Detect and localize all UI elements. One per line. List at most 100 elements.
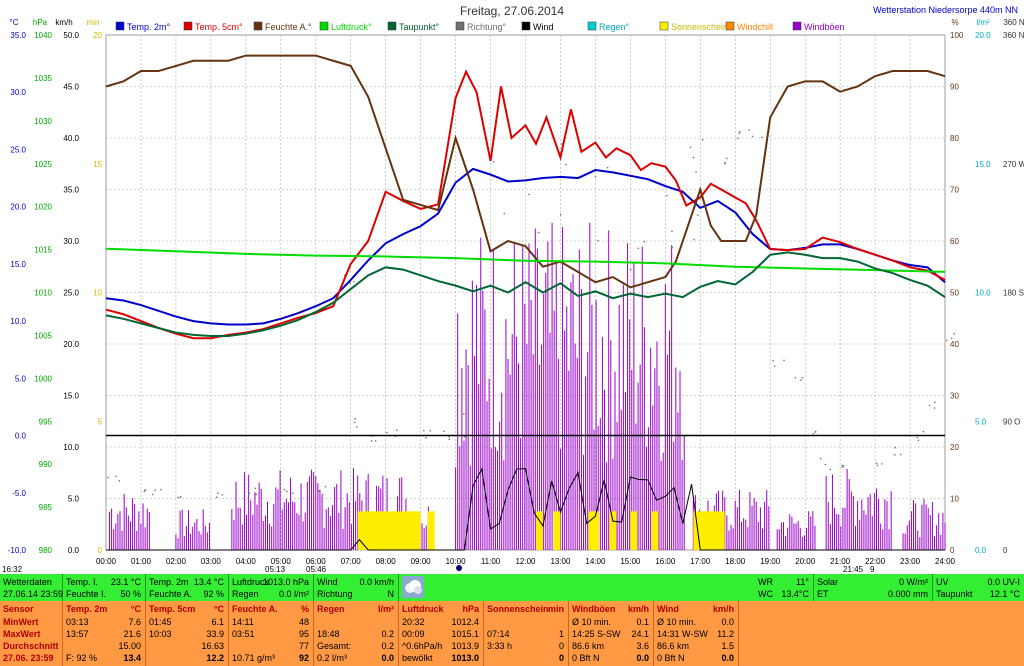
direction-dot [748, 129, 751, 131]
direction-dot [463, 413, 465, 415]
direction-dot [283, 488, 286, 491]
sunshine-bar [630, 511, 638, 550]
y-tick-label: 100 [950, 31, 964, 40]
direction-dot [396, 429, 398, 432]
sunshine-bar [609, 511, 617, 550]
chart-title: Freitag, 27.06.2014 [460, 4, 564, 18]
live-wind-cell: Wind 0.0 km/h Richtung N [314, 574, 399, 601]
live-label: ET [817, 589, 829, 599]
stats-cell-label: 14:11 [232, 617, 254, 627]
y-tick-label: 980 [39, 546, 53, 555]
x-tick-label: 03:00 [201, 557, 222, 566]
stats-cell-value: 95 [298, 629, 309, 639]
y-tick-label: 1015 [34, 246, 52, 255]
y-tick-label: 360 N [1003, 31, 1024, 40]
y-tick-label: 1020 [34, 203, 52, 212]
direction-dot [922, 430, 925, 433]
direction-dot [353, 280, 355, 283]
direction-dot [353, 421, 356, 424]
direction-dot [693, 238, 695, 241]
x-tick-label: 23:00 [900, 557, 921, 566]
direction-dot [928, 404, 931, 407]
stats-cell-label: 13:57 [66, 629, 89, 639]
y-tick-label: 1025 [34, 160, 52, 169]
live-label: WC [758, 589, 773, 599]
legend-entry: Temp. 2m° [127, 22, 171, 32]
direction-dot [423, 429, 425, 432]
direction-dot [794, 376, 797, 379]
y-tick-label: 90 O [1003, 417, 1020, 426]
stats-column-header: Temp. 2m [66, 604, 108, 614]
direction-dot [689, 146, 692, 149]
y-tick-label: 10 [93, 289, 102, 298]
direction-dot [814, 430, 817, 433]
direction-dot [528, 193, 530, 196]
stats-cell-value: 11.2 [717, 629, 734, 639]
stats-cell-label: 14:25 S-SW [572, 629, 621, 639]
stats-column-header: Luftdruck [402, 604, 444, 614]
direction-dot [503, 212, 506, 215]
x-tick-label: 14:00 [585, 557, 606, 566]
axis-unit-label: min [87, 18, 100, 27]
y-tick-label: 40.0 [63, 134, 79, 143]
live-value: 23.1 °C [110, 577, 141, 587]
stats-column-header: Wind [657, 604, 679, 614]
legend-swatch [319, 21, 329, 31]
stats-cell-value: 13.4 [123, 653, 141, 663]
y-tick-label: 30 [950, 392, 959, 401]
legend-entry: Luftdruck° [331, 22, 372, 32]
axis-unit-label: l/m² [976, 18, 990, 27]
legend-swatch [521, 21, 531, 31]
stats-column-unit: min [547, 604, 564, 614]
legend-swatch [115, 21, 125, 31]
x-tick-label: 09:00 [411, 557, 432, 566]
stats-column-unit: % [300, 604, 309, 614]
direction-dot [783, 359, 785, 362]
direction-dot [894, 446, 896, 449]
y-tick-label: 1005 [34, 331, 52, 340]
direction-dot [370, 440, 373, 442]
y-tick-label: 20.0 [975, 31, 991, 40]
stats-row-labels: Sensor MinWert MaxWert Durchschnitt 27.06. 2… [0, 601, 63, 666]
stats-cell-value: 0.0 [636, 653, 649, 663]
direction-dot [697, 214, 699, 216]
series-line [105, 54, 946, 289]
stats-column-unit: km/h [627, 604, 649, 614]
direction-dot [221, 494, 224, 496]
y-tick-label: 10.0 [10, 317, 26, 326]
y-tick-label: 0.0 [975, 546, 987, 555]
legend-entry: Windchill [737, 22, 773, 32]
stats-cell-value: 92 [298, 653, 309, 663]
legend-swatch [587, 21, 597, 31]
live-value: 1013.0 hPa [262, 577, 309, 587]
stats-cell-value: 0 [558, 641, 564, 651]
y-tick-label: 5.0 [975, 417, 987, 426]
direction-dot [374, 440, 377, 442]
live-label: Feuchte I. [66, 589, 107, 599]
x-tick-label: 15:00 [620, 557, 641, 566]
direction-dot [356, 426, 358, 428]
bottom-marker-label: 16:32 [2, 565, 23, 574]
stats-cell-label: 10:03 [149, 629, 172, 639]
y-tick-label: 25.0 [10, 145, 26, 154]
direction-dot [841, 464, 844, 467]
live-label: WR [758, 577, 773, 587]
stats-cell-value: 0.2 [381, 629, 394, 639]
x-tick-label: 24:00 [935, 557, 956, 566]
direction-dot [606, 166, 609, 169]
live-timestamp: 27.06.14 23:59 [3, 589, 64, 599]
series-line [105, 251, 946, 337]
direction-dot [386, 431, 388, 434]
y-tick-label: 35.0 [63, 186, 79, 195]
stats-cell-label: 18:48 [317, 629, 340, 639]
legend-entry: Taupunkt° [399, 22, 440, 32]
stats-cell-value: 1012.4 [451, 617, 479, 627]
direction-dot [739, 130, 741, 133]
bottom-marker-label: 05:13 [265, 565, 286, 574]
direction-dot [629, 268, 632, 271]
direction-dot [292, 492, 294, 495]
direction-dot [255, 493, 257, 496]
stats-cell-value: 1013.0 [451, 653, 479, 663]
y-tick-label: 15.0 [10, 260, 26, 269]
chart-axes: 00:00 01:00 02:00 03:00 04:00 05:00 06:00 07:00… [2, 18, 1024, 574]
